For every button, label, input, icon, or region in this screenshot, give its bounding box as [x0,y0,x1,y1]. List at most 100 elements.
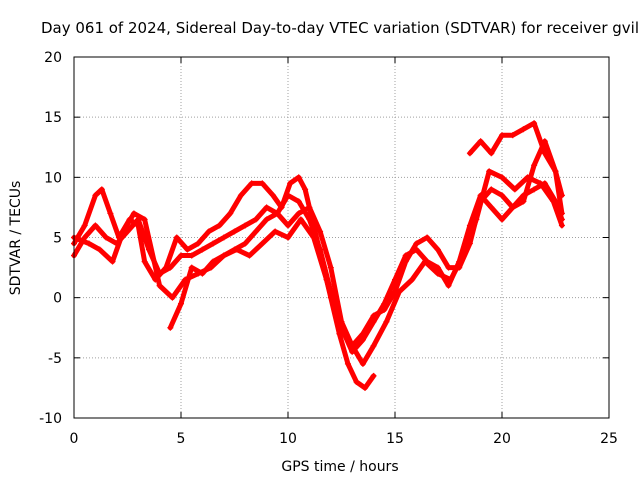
data-point [252,216,259,223]
data-point [520,192,527,199]
data-point [402,252,409,259]
data-point [248,180,255,187]
data-point [466,222,473,229]
y-tick-label: 10 [44,170,62,186]
data-point [195,240,202,247]
data-point [107,210,114,217]
data-point [169,294,176,301]
data-point [231,228,238,235]
x-tick-label: 15 [386,431,404,447]
data-point [246,252,253,259]
series-track-3 [71,168,565,367]
data-point [81,222,88,229]
data-point [302,186,309,193]
data-point [499,174,505,181]
data-point [531,186,538,193]
data-point [103,234,110,241]
data-point [353,378,360,385]
data-point [252,228,259,235]
data-point [558,192,565,199]
data-point [173,234,180,241]
data-point [231,246,238,253]
data-point [199,246,206,253]
data-point [178,300,184,307]
data-point [295,210,302,217]
data-point [466,150,473,157]
data-point [413,246,420,253]
data-point [424,258,431,265]
data-point [552,198,559,205]
data-point [92,222,99,229]
data-point [488,186,495,193]
data-point [297,216,304,223]
data-point [445,282,452,289]
data-point [434,264,441,271]
data-point [205,228,212,235]
y-tick-label: 15 [44,110,62,126]
data-point [359,360,366,367]
data-point [396,288,403,295]
series-track-4 [167,180,565,355]
data-point [92,192,99,199]
data-point [263,216,270,223]
data-point [141,258,148,265]
data-point [488,204,495,211]
data-point [488,150,495,157]
data-point [370,372,377,379]
data-point [178,252,184,259]
data-point [242,222,249,229]
data-point [477,138,484,145]
data-point [96,246,103,253]
data-point [359,336,366,343]
data-point [259,180,266,187]
x-tick-label: 5 [177,431,186,447]
data-point [531,120,538,127]
y-tick-label: -10 [39,411,62,427]
data-point [531,162,538,169]
data-point [424,234,431,241]
grid [74,57,609,418]
data-point [362,384,369,391]
data-point [509,132,516,139]
data-point [306,216,313,223]
data-point [188,252,195,259]
data-point [184,246,191,253]
data-point [552,168,559,175]
series-line [167,180,565,355]
data-point [167,324,174,331]
data-point [434,246,441,253]
data-point [156,282,163,289]
data-point [381,300,388,307]
data-point [130,210,137,217]
x-tick-label: 10 [279,431,297,447]
plot-frame [73,56,610,419]
data-point [220,234,227,241]
data-point [227,210,234,217]
y-tick-label: 5 [53,231,62,247]
data-point [287,180,294,187]
data-point [456,258,463,265]
data-point [499,216,505,223]
data-point [520,126,527,133]
x-tick-label: 25 [600,431,618,447]
data-point [285,234,291,241]
y-axis-label: SDTVAR / TECUs [8,181,24,296]
data-point [486,168,493,175]
data-point [109,258,116,265]
data-point [499,192,505,199]
data-point [242,240,249,247]
data-point [520,198,527,205]
data-point [295,174,302,181]
data-point [317,228,324,235]
data-point [541,150,548,157]
x-tick-label: 20 [493,431,511,447]
data-point [210,240,217,247]
data-point [445,264,452,271]
data-point [263,204,270,211]
data-point [295,198,302,205]
data-point [413,240,420,247]
data-point [120,228,127,235]
data-point [306,204,313,211]
data-point [477,192,484,199]
